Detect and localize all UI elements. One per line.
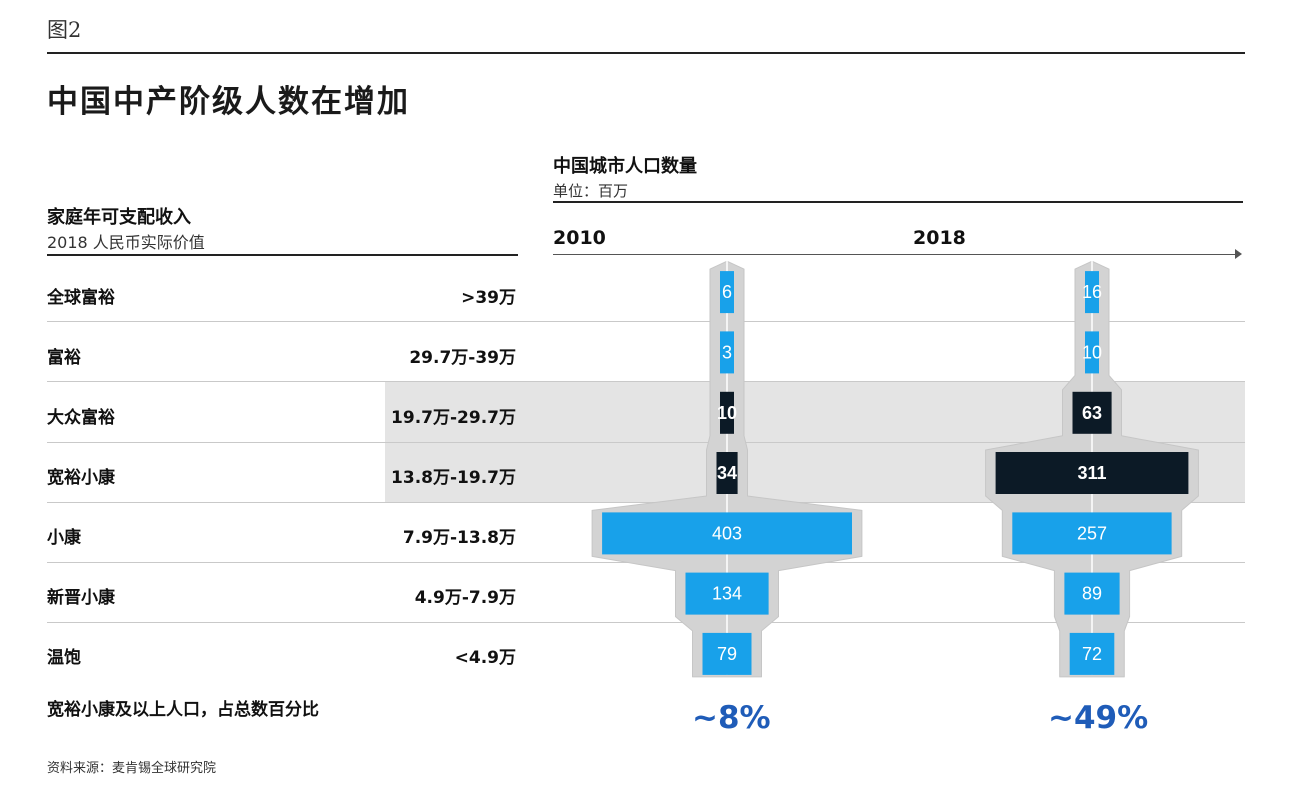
- income-range: >39万: [461, 288, 516, 308]
- figure-label: 图2: [47, 18, 82, 42]
- row-divider: [47, 321, 1245, 322]
- row-divider: [47, 622, 1245, 623]
- year-label-2018: 2018: [913, 227, 966, 249]
- income-range: 13.8万-19.7万: [391, 468, 516, 488]
- share-value-2018: ~49%: [1048, 700, 1149, 736]
- bar-value-label: 72: [1082, 644, 1102, 664]
- top-divider: [47, 52, 1245, 54]
- share-value-2010: ~8%: [692, 700, 771, 736]
- income-header-divider: [47, 254, 518, 256]
- bar-2018-5: [1064, 572, 1120, 615]
- income-range: 19.7万-29.7万: [391, 408, 516, 428]
- category-label: 富裕: [47, 348, 81, 368]
- bar-value-label: 3: [722, 342, 732, 362]
- bar-value-label: 10: [1082, 342, 1102, 362]
- bar-value-label: 79: [717, 644, 737, 664]
- bar-2018-1: [1085, 331, 1099, 374]
- share-label: 宽裕小康及以上人口，占总数百分比: [47, 700, 319, 720]
- bar-2010-5: [685, 572, 769, 615]
- income-range: <4.9万: [454, 648, 516, 668]
- bar-2010-0: [720, 271, 734, 314]
- timeline-axis: [553, 254, 1237, 255]
- bar-2010-1: [720, 331, 734, 374]
- bar-2018-2: [1072, 391, 1112, 434]
- income-range: 4.9万-7.9万: [414, 588, 516, 608]
- arrow-right-icon: [1235, 249, 1242, 259]
- category-label: 新晋小康: [47, 588, 115, 608]
- population-header-title: 中国城市人口数量: [553, 156, 697, 177]
- income-header-subtitle: 2018 人民币实际价值: [47, 233, 205, 252]
- bar-value-label: 63: [1082, 403, 1102, 423]
- bar-2010-3: [716, 452, 738, 494]
- bar-value-label: 89: [1082, 584, 1102, 604]
- income-header-title: 家庭年可支配收入: [47, 207, 191, 228]
- bar-2018-0: [1085, 271, 1099, 314]
- bar-value-label: 311: [1077, 463, 1106, 483]
- year-label-2010: 2010: [553, 227, 606, 249]
- bar-value-label: 34: [717, 463, 737, 483]
- category-label: 大众富裕: [47, 408, 115, 428]
- bar-value-label: 134: [712, 584, 742, 604]
- bar-value-label: 10: [717, 403, 737, 423]
- row-divider: [47, 442, 1245, 443]
- category-label: 宽裕小康: [47, 468, 115, 488]
- population-header-divider: [553, 201, 1243, 203]
- bar-value-label: 6: [722, 282, 732, 302]
- source-note: 资料来源：麦肯锡全球研究院: [47, 761, 217, 776]
- income-range: 29.7万-39万: [409, 348, 516, 368]
- category-label: 温饱: [47, 648, 81, 668]
- category-label: 小康: [47, 528, 81, 548]
- row-divider: [47, 502, 1245, 503]
- bar-2018-4: [1012, 512, 1172, 555]
- bar-2010-6: [702, 632, 752, 675]
- bar-2018-3: [995, 452, 1189, 494]
- bar-2010-4: [602, 512, 852, 555]
- category-label: 全球富裕: [47, 288, 115, 308]
- bar-2018-6: [1069, 632, 1115, 675]
- row-divider: [47, 381, 1245, 382]
- bar-value-label: 403: [712, 523, 742, 543]
- population-header-unit: 单位：百万: [553, 182, 629, 200]
- page-title: 中国中产阶级人数在增加: [47, 84, 410, 120]
- income-range: 7.9万-13.8万: [402, 528, 516, 548]
- bar-value-label: 257: [1077, 523, 1107, 543]
- bar-2010-2: [720, 391, 734, 434]
- bar-value-label: 16: [1082, 282, 1102, 302]
